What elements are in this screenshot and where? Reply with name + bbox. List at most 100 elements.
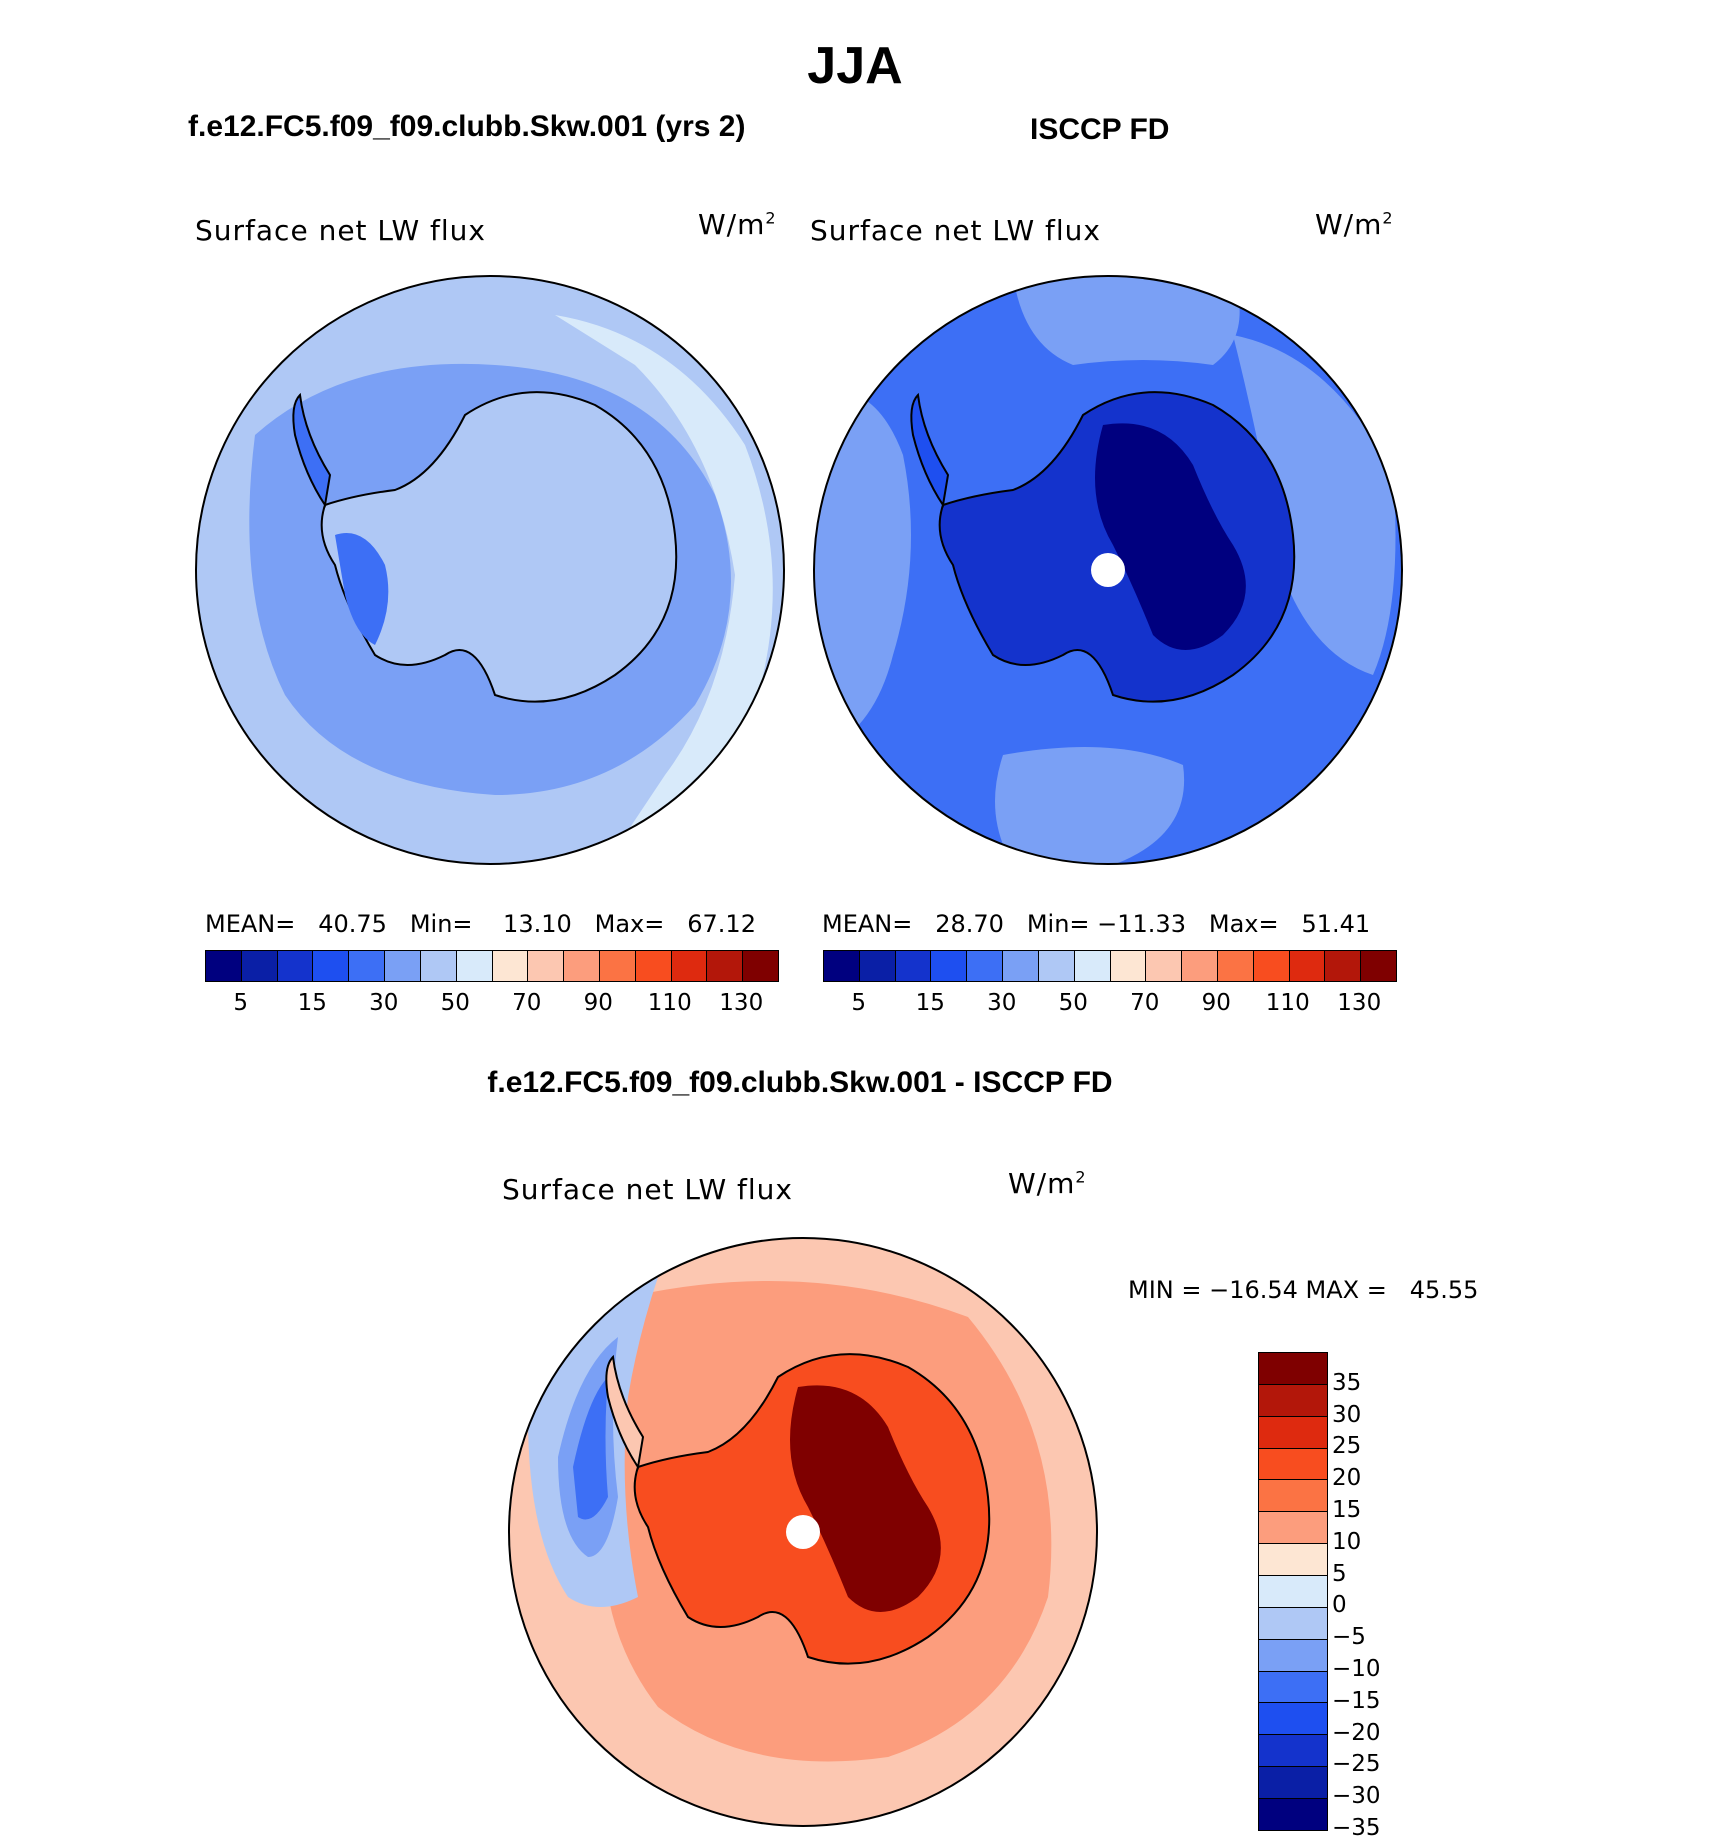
colorbar-tick-label: 25 <box>1332 1433 1362 1460</box>
colorbar-swatch <box>599 951 636 981</box>
colorbar-tick-label: 20 <box>1332 1465 1362 1492</box>
diff-units: W/m2 <box>1008 1167 1087 1200</box>
colorbar-swatch <box>1259 1703 1327 1736</box>
colorbar-tick-label: −20 <box>1332 1719 1381 1746</box>
colorbar-tick-label: 5 <box>233 990 249 1016</box>
diff-peninsula <box>605 1354 645 1470</box>
colorbar-tick-label: 30 <box>987 990 1017 1016</box>
colorbar-tick-label: 5 <box>1332 1560 1347 1587</box>
obs-peninsula <box>910 392 950 508</box>
model-var-label: Surface net LW flux <box>195 214 486 247</box>
colorbar-swatch <box>1259 1480 1327 1513</box>
colorbar-swatch <box>1289 951 1326 981</box>
obs-var-label: Surface net LW flux <box>810 214 1101 247</box>
colorbar-tick-label: −35 <box>1332 1815 1381 1841</box>
colorbar-swatch <box>1259 1799 1327 1830</box>
model-map <box>195 275 785 865</box>
colorbar-swatch <box>967 951 1004 981</box>
colorbar-tick-label: 15 <box>915 990 945 1016</box>
colorbar-swatch <box>1259 1416 1327 1449</box>
diff-colorbar <box>1258 1352 1328 1831</box>
model-continent <box>320 391 678 703</box>
colorbar-swatch <box>564 951 600 981</box>
colorbar-swatch <box>1259 1639 1327 1672</box>
colorbar-tick-label: 30 <box>1332 1401 1362 1428</box>
colorbar-swatch <box>1074 951 1111 981</box>
diff-map <box>508 1237 1098 1827</box>
diff-negative-darkest <box>573 1377 608 1520</box>
model-peninsula <box>292 392 332 508</box>
colorbar-swatch <box>277 951 314 981</box>
colorbar-swatch <box>1253 951 1290 981</box>
model-dark-patch <box>335 533 389 645</box>
colorbar-swatch <box>1259 1576 1327 1608</box>
colorbar-swatch <box>1259 1448 1327 1481</box>
obs-darkest-interior <box>1095 423 1246 650</box>
colorbar-tick-label: 5 <box>851 990 867 1016</box>
obs-stats: MEAN= 28.70 Min= −11.33 Max= 51.41 <box>822 910 1371 938</box>
colorbar-swatch <box>492 951 529 981</box>
colorbar-tick-label: 30 <box>369 990 399 1016</box>
colorbar-swatch <box>206 951 242 981</box>
obs-light-south <box>995 747 1185 864</box>
colorbar-tick-label: 10 <box>1332 1528 1362 1555</box>
colorbar-swatch <box>1259 1384 1327 1417</box>
colorbar-tick-label: 90 <box>1201 990 1231 1016</box>
colorbar-tick-label: 0 <box>1332 1592 1347 1619</box>
model-colorbar <box>205 950 779 982</box>
colorbar-tick-label: 15 <box>1332 1497 1362 1523</box>
colorbar-swatch <box>824 951 860 981</box>
colorbar-swatch <box>1259 1544 1327 1577</box>
colorbar-swatch <box>1217 951 1254 981</box>
colorbar-swatch <box>1182 951 1218 981</box>
colorbar-swatch <box>931 951 968 981</box>
diff-pole-hole <box>786 1515 820 1549</box>
colorbar-swatch <box>1259 1671 1327 1704</box>
colorbar-swatch <box>349 951 386 981</box>
colorbar-swatch <box>1038 951 1075 981</box>
colorbar-swatch <box>1146 951 1183 981</box>
colorbar-swatch <box>707 951 744 981</box>
figure-title: JJA <box>807 37 903 95</box>
diff-max-interior <box>790 1385 941 1612</box>
colorbar-swatch <box>1259 1767 1327 1800</box>
colorbar-swatch <box>385 951 421 981</box>
colorbar-swatch <box>635 951 672 981</box>
model-stats: MEAN= 40.75 Min= 13.10 Max= 67.12 <box>205 910 756 938</box>
colorbar-tick-label: −30 <box>1332 1783 1381 1810</box>
colorbar-swatch <box>1361 951 1396 981</box>
colorbar-tick-label: 50 <box>440 990 470 1016</box>
colorbar-swatch <box>1259 1353 1327 1385</box>
diff-var-label: Surface net LW flux <box>502 1173 793 1206</box>
obs-light-west <box>814 391 911 755</box>
obs-light-east <box>1233 335 1396 675</box>
colorbar-swatch <box>1110 951 1147 981</box>
model-units: W/m2 <box>698 208 777 241</box>
colorbar-tick-label: 70 <box>512 990 542 1016</box>
colorbar-swatch <box>1259 1512 1327 1545</box>
colorbar-swatch <box>1325 951 1362 981</box>
colorbar-swatch <box>1259 1735 1327 1768</box>
colorbar-swatch <box>420 951 457 981</box>
obs-panel-title: ISCCP FD <box>1030 113 1170 146</box>
obs-light-north <box>1013 276 1240 365</box>
colorbar-tick-label: −5 <box>1332 1624 1366 1651</box>
colorbar-swatch <box>1259 1607 1327 1640</box>
colorbar-swatch <box>1003 951 1039 981</box>
colorbar-swatch <box>313 951 350 981</box>
colorbar-tick-label: 15 <box>297 990 327 1016</box>
obs-colorbar <box>823 950 1397 982</box>
colorbar-tick-label: 90 <box>583 990 613 1016</box>
diff-stats: MIN = −16.54 MAX = 45.55 <box>1128 1276 1479 1304</box>
colorbar-tick-label: 50 <box>1058 990 1088 1016</box>
colorbar-tick-label: 130 <box>1337 990 1382 1016</box>
colorbar-tick-label: 35 <box>1332 1369 1362 1396</box>
model-light-band <box>555 315 773 835</box>
colorbar-swatch <box>859 951 896 981</box>
colorbar-tick-label: 130 <box>719 990 764 1016</box>
colorbar-tick-label: 110 <box>647 990 692 1016</box>
colorbar-tick-label: −10 <box>1332 1656 1381 1682</box>
colorbar-tick-label: −15 <box>1332 1687 1381 1714</box>
obs-pole-hole <box>1091 553 1125 587</box>
colorbar-tick-label: −25 <box>1332 1751 1381 1778</box>
